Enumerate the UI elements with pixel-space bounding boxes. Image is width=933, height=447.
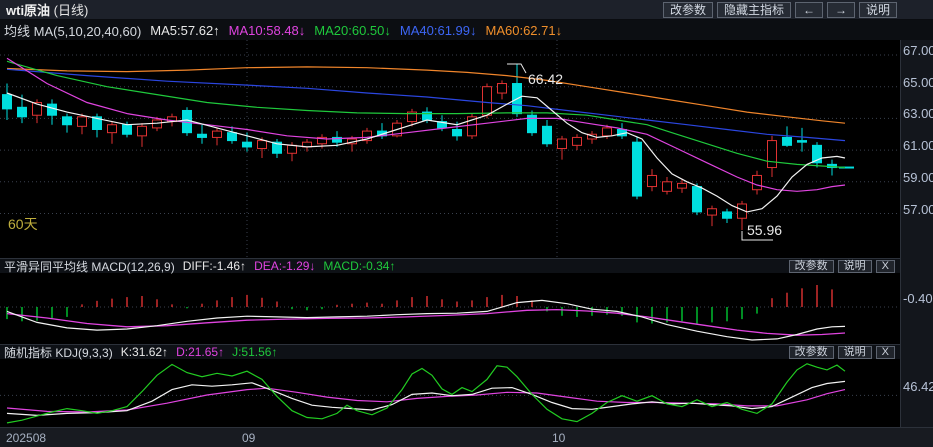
kdj-d-value: D:21.65↑ bbox=[176, 345, 225, 359]
kdj-chart-canvas[interactable] bbox=[0, 359, 900, 427]
macd-panel-buttons: 改参数 说明 X bbox=[788, 260, 895, 273]
kdj-j-value: J:51.56↑ bbox=[232, 345, 278, 359]
time-axis-label-09: 09 bbox=[242, 431, 256, 445]
annotation-pointer bbox=[741, 231, 773, 241]
y-axis-tick: 59.00 bbox=[903, 169, 933, 185]
diff-line bbox=[6, 299, 846, 341]
period-label: (日线) bbox=[50, 3, 89, 18]
y-axis-tick: 67.00 bbox=[903, 43, 933, 58]
ma5-value: MA5:57.62↑ bbox=[150, 22, 220, 38]
period-range-label: 60天 bbox=[8, 216, 38, 232]
title-bar: wti原油 (日线) 改参数 隐藏主指标 ← → 说明 bbox=[0, 0, 933, 20]
ma-legend-prefix: 均线 MA(5,10,20,40,60) bbox=[4, 23, 142, 39]
macd-diff-value: DIFF:-1.46↑ bbox=[182, 259, 247, 273]
candlestick-series bbox=[2, 64, 837, 230]
toolbar: 改参数 隐藏主指标 ← → 说明 bbox=[662, 1, 897, 18]
time-axis-label-202508: 202508 bbox=[6, 431, 47, 445]
right-arrow-button[interactable]: → bbox=[826, 1, 855, 18]
dea-line bbox=[6, 308, 846, 336]
kdj-change-params-button[interactable]: 改参数 bbox=[788, 346, 834, 359]
macd-help-button[interactable]: 说明 bbox=[837, 260, 872, 273]
macd-close-button[interactable]: X bbox=[875, 260, 895, 273]
ma60-line bbox=[6, 66, 846, 124]
kdj-panel-header: 随机指标 KDJ(9,3,3) K:31.62↑ D:21.65↑ J:51.5… bbox=[0, 344, 933, 360]
macd-panel-title: 平滑异同平均线 MACD(12,26,9) bbox=[4, 259, 175, 274]
macd-change-params-button[interactable]: 改参数 bbox=[788, 260, 834, 273]
time-axis-label-10: 10 bbox=[552, 431, 566, 445]
kdj-k-value: K:31.62↑ bbox=[120, 345, 169, 359]
j-line bbox=[6, 363, 846, 424]
kdj-panel-title: 随机指标 KDJ(9,3,3) bbox=[4, 345, 113, 360]
chart-title: wti原油 (日线) bbox=[6, 0, 88, 19]
kdj-axis-label: 46.42 bbox=[903, 379, 933, 394]
macd-axis-label: -0.40 bbox=[903, 291, 933, 306]
ma40-line bbox=[6, 68, 846, 142]
ma10-value: MA10:58.48↓ bbox=[228, 22, 306, 38]
candlestick-chart-canvas[interactable]: 66.42 55.96 bbox=[0, 40, 900, 258]
ma20-line bbox=[6, 60, 846, 169]
y-axis-tick: 57.00 bbox=[903, 201, 933, 217]
ma5-line bbox=[6, 92, 846, 213]
time-axis: 202508 09 10 bbox=[0, 427, 933, 447]
macd-value: MACD:-0.34↑ bbox=[323, 259, 396, 273]
macd-panel-header: 平滑异同平均线 MACD(12,26,9) DIFF:-1.46↑ DEA:-1… bbox=[0, 258, 933, 274]
ma60-value: MA60:62.71↓ bbox=[485, 22, 563, 38]
y-axis-tick: 61.00 bbox=[903, 138, 933, 154]
kdj-panel-buttons: 改参数 说明 X bbox=[788, 346, 895, 359]
kdj-help-button[interactable]: 说明 bbox=[837, 346, 872, 359]
ma20-value: MA20:60.50↓ bbox=[314, 22, 391, 38]
macd-chart-canvas[interactable] bbox=[0, 273, 900, 344]
annotation-pointer bbox=[507, 63, 527, 74]
price-annotation: 66.42 bbox=[528, 71, 563, 87]
ma40-value: MA40:61.99↓ bbox=[399, 22, 477, 38]
y-axis-tick: 65.00 bbox=[903, 74, 933, 90]
hide-main-indicator-button[interactable]: 隐藏主指标 bbox=[716, 1, 791, 18]
help-button[interactable]: 说明 bbox=[858, 1, 897, 18]
left-arrow-button[interactable]: ← bbox=[794, 1, 823, 18]
ma-legend: 均线 MA(5,10,20,40,60) MA5:57.62↑ MA10:58.… bbox=[0, 20, 933, 40]
change-params-button[interactable]: 改参数 bbox=[662, 1, 713, 18]
ma10-line bbox=[6, 57, 846, 192]
macd-dea-value: DEA:-1.29↓ bbox=[254, 259, 316, 273]
price-axis: 67.00 65.00 63.00 61.00 59.00 57.00 -0.40 46.… bbox=[900, 40, 933, 427]
y-axis-tick: 63.00 bbox=[903, 106, 933, 122]
price-annotation: 55.96 bbox=[747, 222, 782, 238]
kdj-close-button[interactable]: X bbox=[875, 346, 895, 359]
symbol-name: wti原油 bbox=[6, 3, 51, 18]
